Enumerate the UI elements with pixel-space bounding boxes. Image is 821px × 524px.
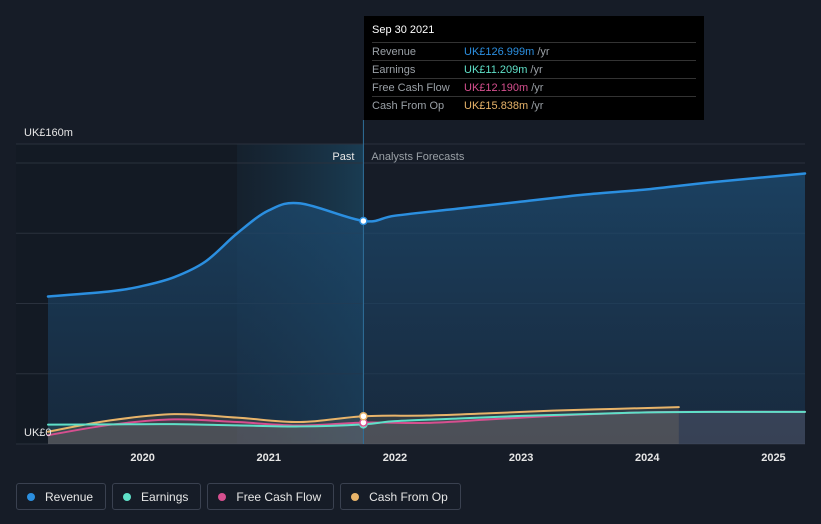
tooltip-row-free-cash-flow: Free Cash Flow UK£12.190m /yr bbox=[372, 78, 696, 96]
x-tick-label: 2024 bbox=[635, 452, 660, 464]
legend-label: Cash From Op bbox=[369, 489, 448, 504]
series-area-free-cash-flow bbox=[48, 411, 805, 444]
tooltip-row-earnings: Earnings UK£11.209m /yr bbox=[372, 60, 696, 78]
legend-dot-icon bbox=[218, 492, 227, 501]
y-axis-top-label: UK£160m bbox=[24, 127, 73, 139]
y-axis-zero-label: UK£0 bbox=[24, 427, 52, 439]
forecast-label: Analysts Forecasts bbox=[371, 151, 464, 163]
tooltip-unit: /yr bbox=[537, 45, 550, 58]
series-area-revenue bbox=[48, 173, 805, 444]
legend-dot-icon bbox=[123, 492, 132, 501]
series-area-earnings bbox=[48, 411, 805, 444]
past-label: Past bbox=[332, 151, 354, 163]
legend-item-cash-from-op[interactable]: Cash From Op bbox=[340, 483, 461, 510]
chart: UK£160m UK£0 Past Analysts Forecasts 2020 202… bbox=[16, 120, 807, 464]
x-tick-label: 2023 bbox=[509, 452, 533, 464]
tooltip-title: Sep 30 2021 bbox=[372, 24, 435, 36]
legend-label: Free Cash Flow bbox=[236, 489, 322, 504]
tooltip-label: Free Cash Flow bbox=[372, 81, 450, 94]
tooltip: Sep 30 2021 Revenue UK£126.999m /yr Earn… bbox=[364, 16, 704, 120]
legend-label: Revenue bbox=[45, 489, 94, 504]
tooltip-value: UK£11.209m bbox=[464, 63, 528, 76]
x-tick-label: 2025 bbox=[761, 452, 785, 464]
legend-label: Earnings bbox=[141, 489, 189, 504]
tooltip-label: Cash From Op bbox=[372, 99, 445, 112]
legend: Revenue Earnings Free Cash Flow Cash Fro… bbox=[16, 483, 461, 510]
legend-item-earnings[interactable]: Earnings bbox=[112, 483, 202, 510]
tooltip-unit: /yr bbox=[531, 99, 544, 112]
series-line-earnings bbox=[47, 410, 806, 428]
tooltip-value: UK£15.838m bbox=[464, 99, 529, 112]
legend-item-free-cash-flow[interactable]: Free Cash Flow bbox=[207, 483, 335, 510]
tooltip-unit: /yr bbox=[531, 81, 544, 94]
legend-dot-icon bbox=[351, 492, 360, 501]
data-point-marker bbox=[359, 412, 368, 421]
tooltip-label: Revenue bbox=[372, 45, 417, 58]
tooltip-row-cash-from-op: Cash From Op UK£15.838m /yr bbox=[372, 96, 696, 114]
tooltip-row-revenue: Revenue UK£126.999m /yr bbox=[372, 42, 696, 60]
legend-item-revenue[interactable]: Revenue bbox=[16, 483, 107, 510]
x-tick-label: 2022 bbox=[383, 452, 407, 464]
tooltip-value: UK£126.999m bbox=[464, 45, 535, 58]
legend-dot-icon bbox=[27, 492, 35, 501]
tooltip-label: Earnings bbox=[372, 63, 416, 76]
x-tick-label: 2020 bbox=[130, 452, 154, 464]
data-point-marker bbox=[359, 216, 368, 226]
tooltip-unit: /yr bbox=[530, 63, 543, 76]
series-line-revenue bbox=[46, 172, 807, 298]
x-tick-label: 2021 bbox=[257, 452, 281, 464]
tooltip-value: UK£12.190m bbox=[464, 81, 529, 94]
